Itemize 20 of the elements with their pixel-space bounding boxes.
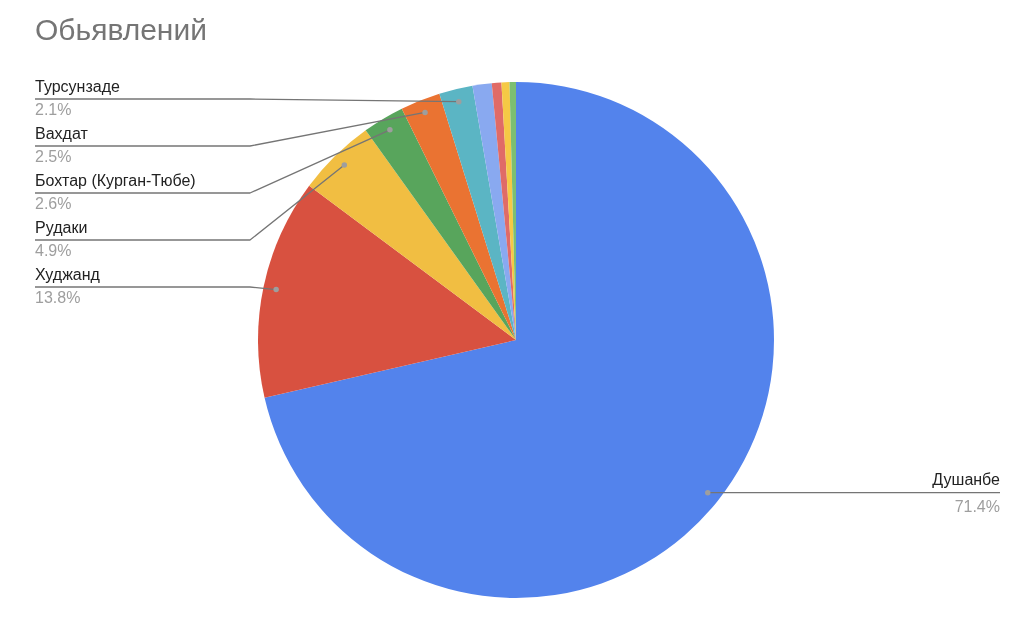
slice-label: Бохтар (Курган-Тюбе) [35, 172, 196, 189]
pie-slice [365, 108, 516, 340]
slice-label: Душанбе [932, 470, 1001, 488]
pie-slice [439, 85, 516, 340]
slice-label: Вахдат [35, 125, 89, 142]
slice-label: Худжанд [35, 266, 101, 283]
slice-label: Рудаки [35, 219, 88, 236]
pie-slice [472, 83, 516, 340]
data-label: 2.6% [35, 195, 72, 212]
pie-slice [401, 93, 516, 340]
chart-title: Обьявлений [35, 13, 207, 46]
data-label: 13.8% [35, 289, 81, 306]
data-label: 71.4% [954, 497, 1000, 515]
data-label: 4.9% [35, 242, 72, 259]
pie-slice [258, 185, 516, 398]
pie-slice [309, 130, 516, 340]
data-label: 2.5% [35, 148, 72, 165]
slice-label: Турсунзаде [35, 78, 120, 95]
data-label: 2.1% [35, 101, 72, 118]
pie-slice [264, 82, 774, 598]
